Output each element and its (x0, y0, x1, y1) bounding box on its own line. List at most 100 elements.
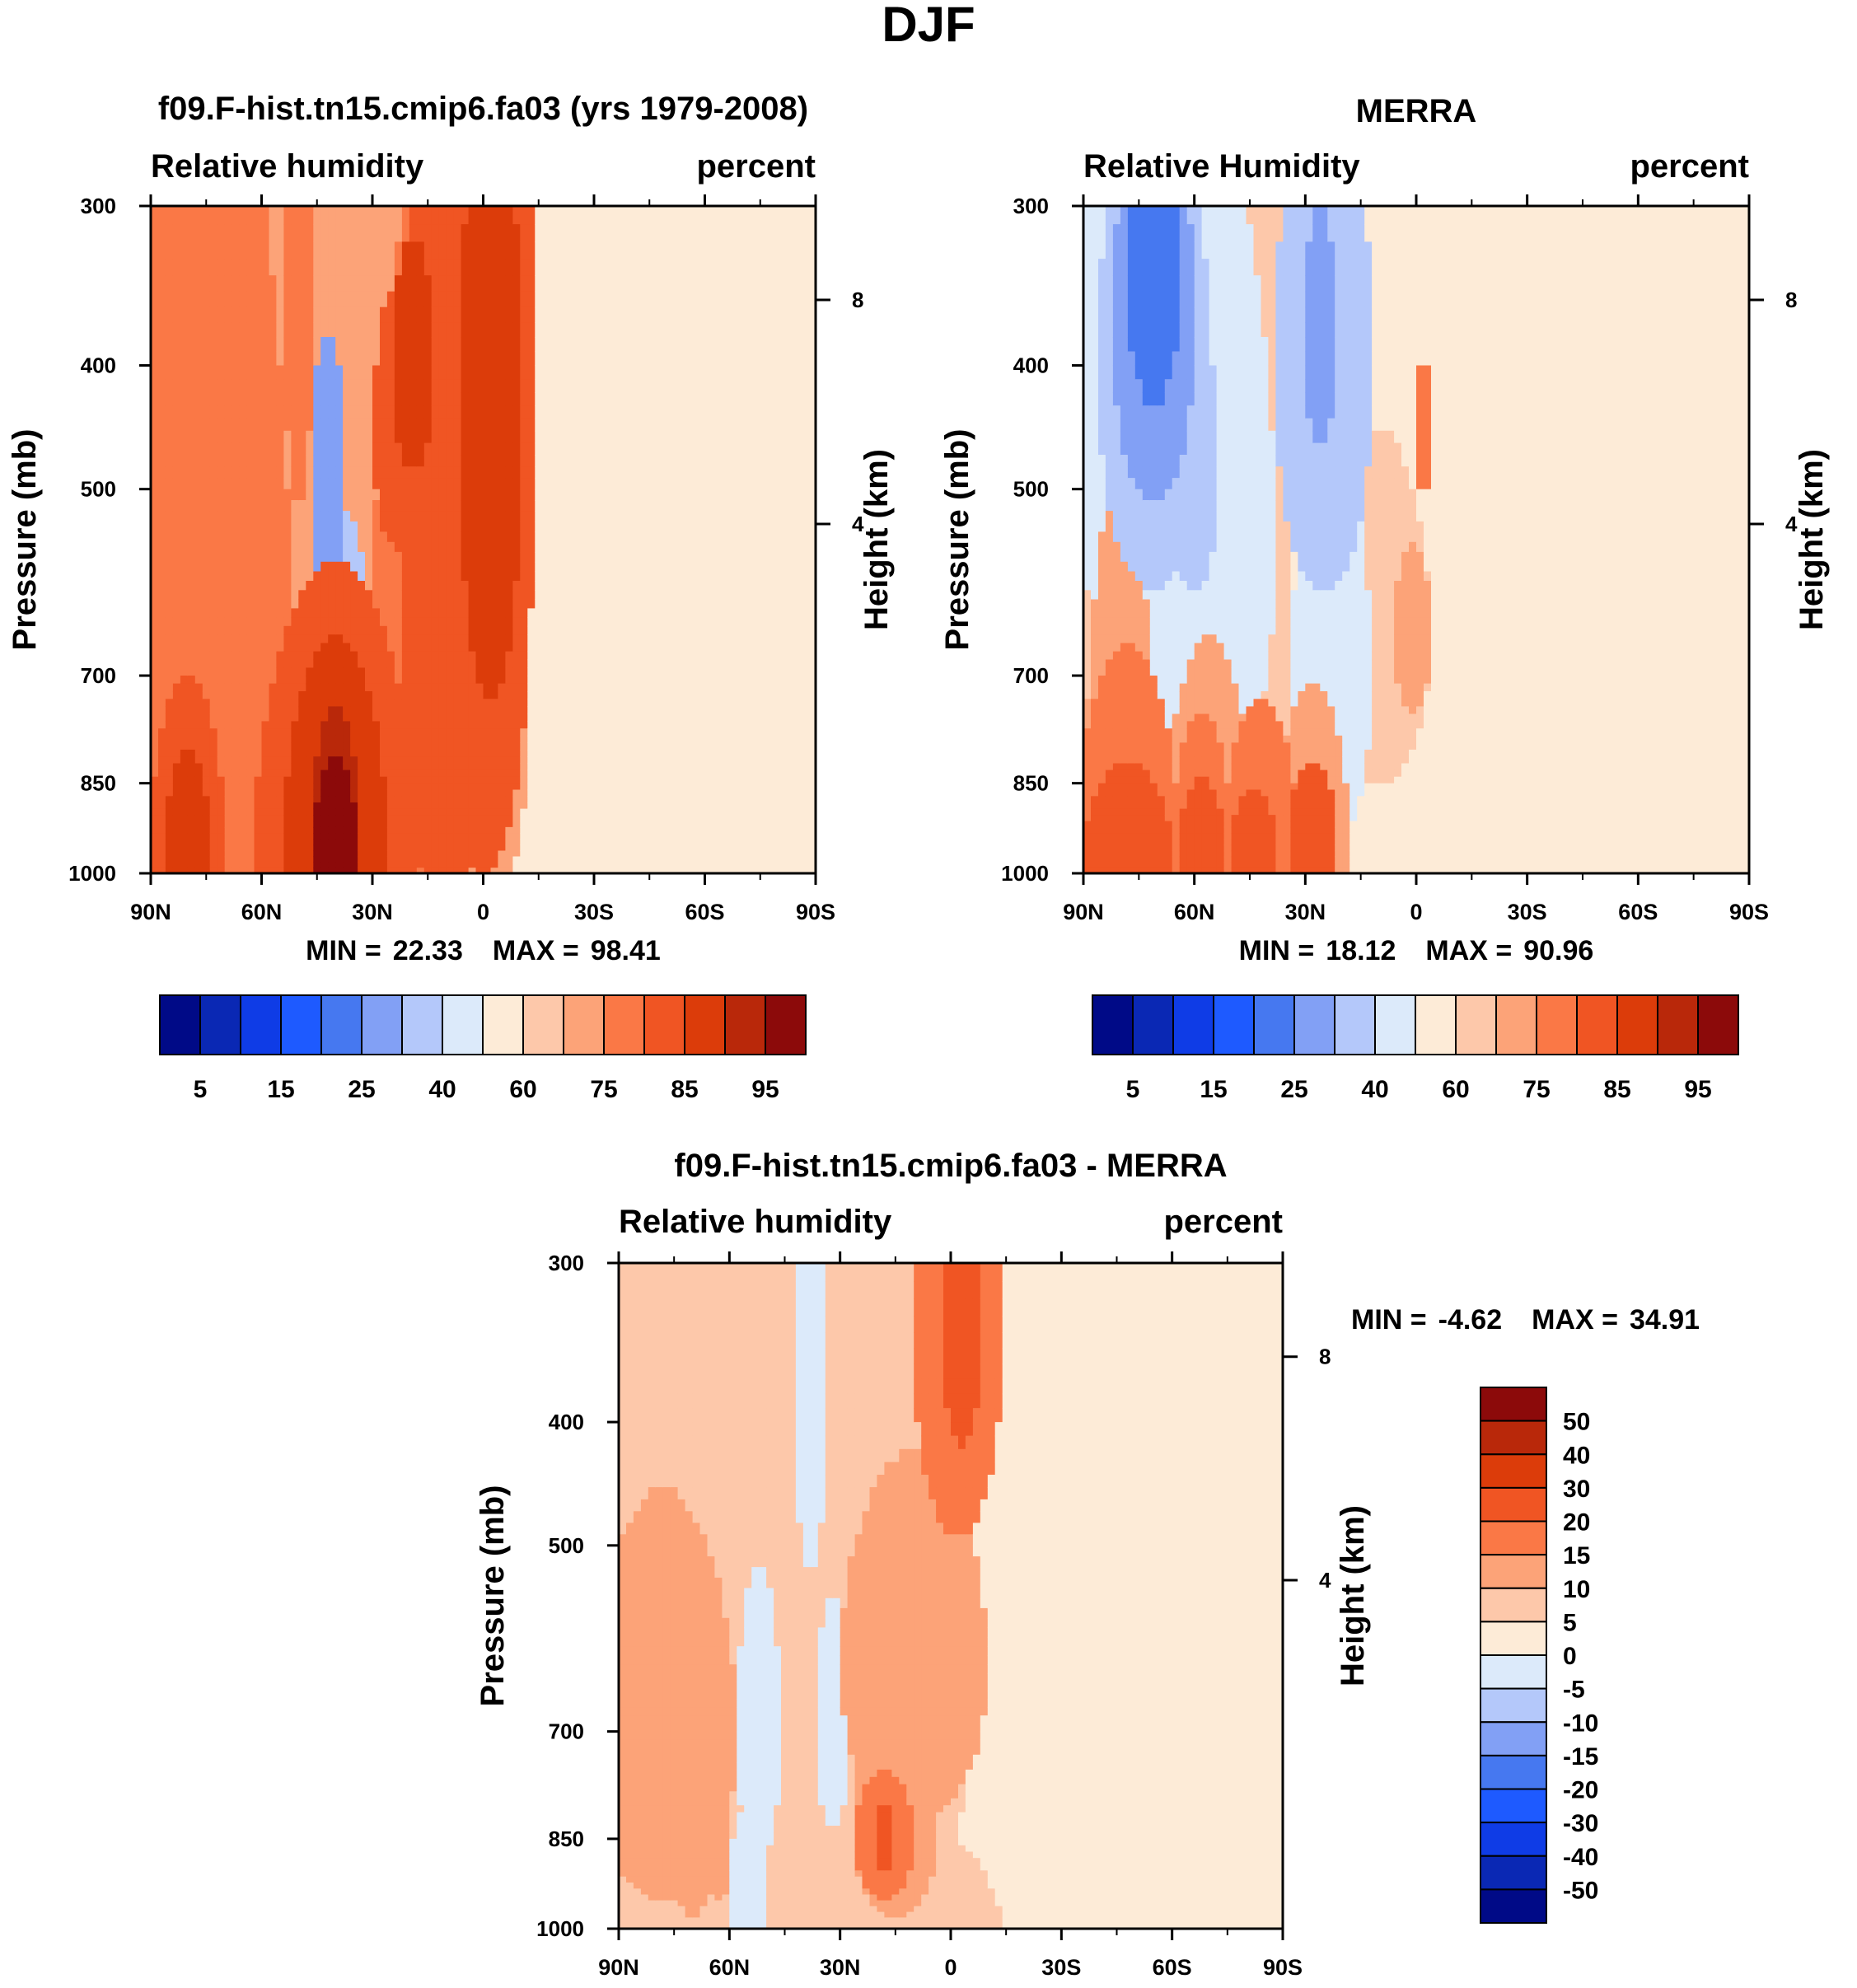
contour-cell (505, 756, 513, 764)
contour-cell (461, 652, 470, 661)
contour-cell (291, 691, 299, 699)
contour-cell (335, 522, 344, 532)
contour-cell (557, 241, 565, 259)
contour-cell (609, 322, 617, 338)
contour-cell (350, 736, 358, 743)
contour-cell (269, 489, 278, 501)
contour-cell (447, 815, 455, 821)
contour-cell (247, 617, 255, 626)
contour-cell (343, 478, 351, 489)
contour-cell (424, 845, 433, 852)
contour-cell (343, 667, 351, 676)
contour-cell (520, 489, 528, 501)
contour-cell (638, 608, 647, 617)
contour-cell (291, 845, 299, 852)
contour-cell (387, 379, 395, 393)
contour-cell (358, 352, 366, 367)
contour-cell (291, 292, 299, 308)
contour-cell (579, 581, 587, 591)
contour-cell (476, 352, 484, 367)
contour-cell (579, 617, 587, 626)
contour-cell (646, 531, 654, 542)
contour-cell (520, 581, 528, 591)
contour-cell (447, 699, 455, 707)
contour-cell (557, 821, 565, 828)
contour-cell (676, 431, 684, 443)
contour-cell (350, 572, 358, 582)
contour-cell (587, 552, 595, 563)
contour-cell (653, 489, 662, 501)
contour-cell (180, 337, 189, 352)
contour-cell (283, 542, 292, 553)
contour-cell (180, 714, 189, 723)
contour-cell (402, 419, 410, 432)
contour-cell (542, 827, 550, 834)
contour-cell (188, 379, 196, 393)
contour-cell (306, 419, 314, 432)
contour-cell (203, 815, 211, 821)
contour-cell (225, 522, 233, 532)
contour-cell (395, 500, 403, 512)
contour-cell (218, 600, 226, 610)
contour-cell (439, 600, 447, 610)
contour-cell (461, 851, 470, 858)
contour-cell (447, 777, 455, 784)
contour-cell (298, 443, 306, 456)
contour-cell (579, 699, 587, 707)
contour-cell (166, 714, 174, 723)
contour-cell (320, 307, 329, 323)
contour-cell (624, 562, 632, 572)
contour-cell (240, 790, 248, 797)
contour-cell (594, 455, 602, 467)
contour-cell (535, 643, 543, 653)
contour-cell (432, 857, 440, 863)
contour-cell (535, 764, 543, 771)
contour-cell (188, 815, 196, 821)
contour-cell (269, 206, 278, 225)
contour-cell (313, 443, 321, 456)
contour-cell (601, 626, 610, 635)
contour-cell (653, 845, 662, 852)
contour-cell (365, 736, 373, 743)
contour-cell (609, 307, 617, 323)
contour-cell (269, 857, 278, 863)
contour-cell (579, 721, 587, 728)
contour-cell (240, 660, 248, 668)
contour-cell (335, 392, 344, 405)
contour-cell (461, 845, 470, 852)
contour-cell (661, 714, 669, 723)
contour-cell (188, 466, 196, 479)
contour-cell (638, 337, 647, 352)
contour-cell (631, 784, 639, 791)
contour-cell (218, 224, 226, 242)
contour-cell (638, 857, 647, 863)
contour-cell (417, 617, 425, 626)
contour-cell (225, 562, 233, 572)
contour-cell (512, 862, 521, 868)
contour-cell (550, 802, 558, 809)
contour-cell (557, 562, 565, 572)
contour-cell (447, 489, 455, 501)
contour-cell (343, 590, 351, 600)
contour-cell (335, 337, 344, 352)
contour-cell (424, 392, 433, 405)
contour-cell (542, 839, 550, 845)
contour-cell (320, 542, 329, 553)
contour-cell (520, 634, 528, 643)
contour-cell (283, 839, 292, 845)
contour-cell (247, 379, 255, 393)
contour-cell (306, 617, 314, 626)
contour-cell (454, 851, 462, 858)
contour-cell (572, 652, 580, 661)
contour-cell (203, 379, 211, 393)
contour-cell (387, 845, 395, 852)
contour-cell (255, 714, 263, 723)
contour-cell (320, 784, 329, 791)
contour-cell (218, 366, 226, 380)
contour-cell (668, 634, 676, 643)
contour-cell (343, 777, 351, 784)
contour-cell (601, 756, 610, 764)
contour-cell (313, 478, 321, 489)
contour-cell (409, 455, 418, 467)
contour-cell (291, 750, 299, 757)
